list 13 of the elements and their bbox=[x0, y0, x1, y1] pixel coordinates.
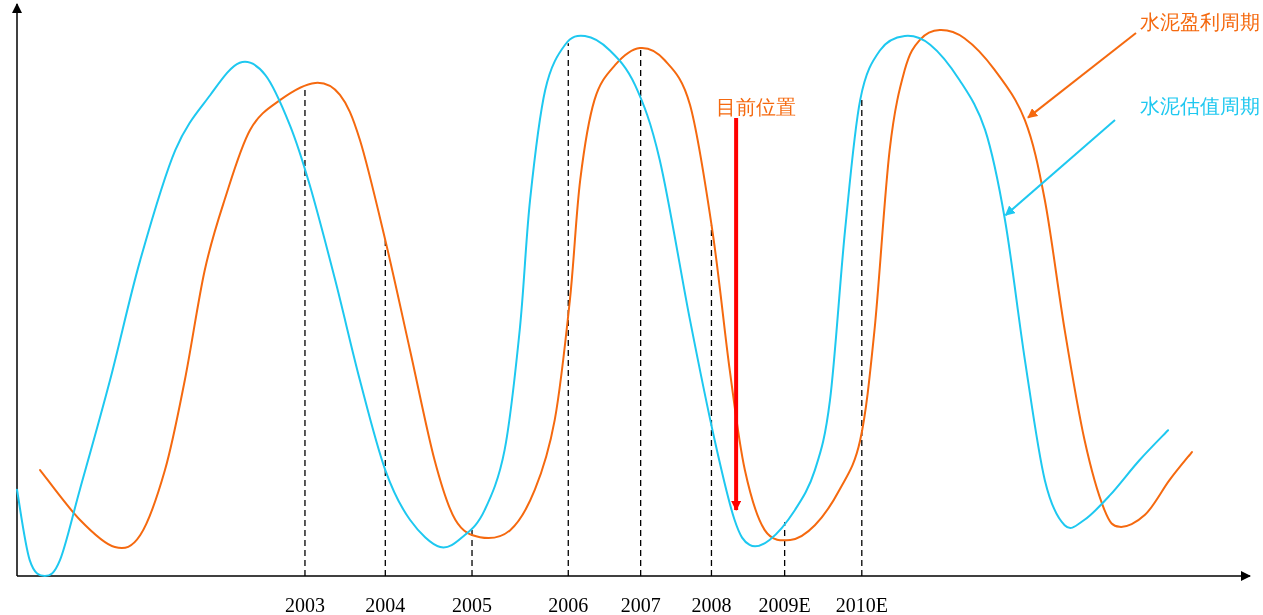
x-tick-label: 2006 bbox=[548, 594, 589, 615]
annotation: 水泥估值周期 bbox=[1004, 95, 1260, 217]
x-tick-label: 2009E bbox=[758, 594, 811, 615]
annotation: 水泥盈利周期 bbox=[1140, 11, 1260, 33]
annotation: 水泥估值周期 bbox=[1140, 95, 1260, 117]
x-tick-label: 2004 bbox=[365, 594, 406, 615]
x-tick-label: 2003 bbox=[284, 594, 325, 615]
annotation: 目前位置 bbox=[716, 96, 796, 118]
x-tick-label: 2005 bbox=[452, 594, 493, 615]
annotation: 目前位置 bbox=[716, 96, 796, 511]
x-tick-label: 2010E bbox=[835, 594, 888, 615]
x-tick-label: 2007 bbox=[620, 594, 661, 615]
x-tick-label: 2008 bbox=[691, 594, 732, 615]
